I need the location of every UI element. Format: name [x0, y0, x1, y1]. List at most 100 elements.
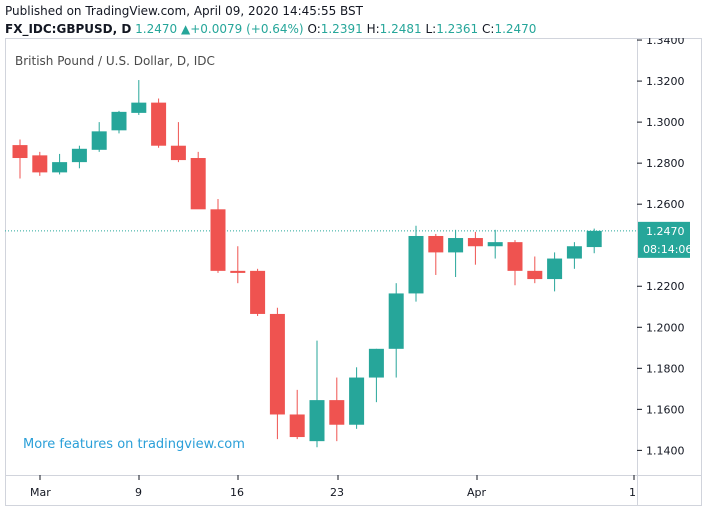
- x-tick-mar: Mar: [30, 475, 51, 499]
- series-legend: British Pound / U.S. Dollar, D, IDC: [15, 54, 215, 68]
- y-tick-0: 1.3400: [637, 38, 685, 47]
- y-tick-2: 1.3000: [637, 116, 685, 129]
- y-tick-label: 1.2600: [646, 198, 685, 211]
- candle: [408, 225, 424, 302]
- y-tick-label: 1.1800: [646, 362, 685, 375]
- candle: [428, 233, 444, 275]
- candle: [547, 252, 563, 292]
- candle: [269, 307, 285, 440]
- high-value: 1.2481: [379, 22, 422, 36]
- price-change: +0.0079 (+0.64%): [190, 22, 304, 36]
- candle: [309, 340, 325, 448]
- candle-body: [170, 145, 186, 161]
- price-axis[interactable]: 1.3400 1.3200 1.3000 1.2800 1.2600 1.220…: [637, 38, 685, 457]
- candlestick-chart[interactable]: British Pound / U.S. Dollar, D, IDC More…: [0, 38, 708, 513]
- candle-body: [428, 235, 444, 253]
- last-price: 1.2470: [135, 22, 178, 36]
- candle-body: [329, 400, 345, 425]
- candle-body: [507, 242, 523, 271]
- candle-body: [131, 102, 147, 113]
- y-tick-label: 1.2800: [646, 157, 685, 170]
- current-price-tag: 1.2470 08:14:06: [638, 221, 692, 258]
- y-tick-label: 1.1600: [646, 403, 685, 416]
- up-arrow-icon: ▲: [180, 22, 191, 36]
- x-tick-label: Apr: [467, 486, 487, 499]
- candle: [32, 151, 48, 176]
- candle: [527, 256, 543, 284]
- candle: [111, 110, 127, 134]
- candle: [250, 268, 266, 316]
- candle-body: [309, 400, 325, 442]
- candle: [52, 153, 68, 175]
- y-tick-label: 1.3200: [646, 75, 685, 88]
- y-tick-4: 1.2600: [637, 198, 685, 211]
- candle-body: [467, 238, 483, 247]
- candle-body: [250, 270, 266, 314]
- candle: [388, 283, 404, 378]
- promo-link[interactable]: More features on tradingview.com: [23, 437, 245, 452]
- candle-body: [289, 414, 305, 438]
- candle-body: [52, 162, 68, 173]
- candle-body: [487, 242, 503, 247]
- candle: [230, 246, 246, 284]
- price-tag-value: 1.2470: [646, 225, 685, 238]
- x-tick-label: Mar: [30, 486, 51, 499]
- x-tick-1: 1: [629, 475, 636, 499]
- candle-body: [210, 209, 226, 271]
- time-axis[interactable]: Mar 9 16 23 Apr 1: [30, 475, 636, 499]
- candle-body: [566, 246, 582, 259]
- bar-countdown: 08:14:06: [643, 243, 692, 256]
- x-tick-apr: Apr: [467, 475, 487, 499]
- candle: [368, 348, 384, 403]
- open-label: O:: [307, 22, 321, 36]
- x-tick-16: 16: [230, 475, 244, 499]
- candle-body: [111, 111, 127, 131]
- y-tick-label: 1.2200: [646, 280, 685, 293]
- candle: [487, 229, 503, 259]
- candle: [131, 80, 147, 115]
- x-tick-label: 9: [135, 486, 142, 499]
- y-tick-label: 1.1400: [646, 444, 685, 457]
- symbol-bar: FX_IDC:GBPUSD, D 1.2470 ▲+0.0079 (+0.64%…: [5, 22, 536, 36]
- x-tick-label: 16: [230, 486, 244, 499]
- candle: [210, 199, 226, 273]
- open-value: 1.2391: [320, 22, 363, 36]
- candle-body: [269, 313, 285, 415]
- x-tick-23: 23: [330, 475, 344, 499]
- y-tick-label: 1.2000: [646, 321, 685, 334]
- candle: [289, 389, 305, 440]
- candle-body: [190, 158, 206, 210]
- candle-body: [71, 148, 87, 163]
- candle: [190, 151, 206, 210]
- y-tick-9: 1.1400: [637, 444, 685, 457]
- candle: [349, 367, 365, 429]
- y-tick-6: 1.2000: [637, 321, 685, 334]
- candle-body: [91, 131, 107, 150]
- candle: [467, 231, 483, 265]
- y-tick-5: 1.2200: [637, 280, 685, 293]
- candle: [151, 98, 167, 148]
- price-tag-box: [638, 221, 690, 258]
- y-tick-1: 1.3200: [637, 75, 685, 88]
- y-tick-label: 1.3000: [646, 116, 685, 129]
- candle-body: [349, 377, 365, 425]
- x-tick-label: 1: [629, 486, 636, 499]
- close-label: C:: [482, 22, 495, 36]
- symbol-name: FX_IDC:GBPUSD, D: [5, 22, 132, 36]
- y-tick-8: 1.1600: [637, 403, 685, 416]
- candle: [566, 242, 582, 269]
- candle-body: [586, 230, 602, 248]
- candle: [170, 122, 186, 163]
- x-tick-9: 9: [135, 475, 142, 499]
- y-tick-7: 1.1800: [637, 362, 685, 375]
- candle-body: [32, 155, 48, 173]
- low-value: 1.2361: [436, 22, 479, 36]
- candle: [448, 229, 464, 278]
- candle: [586, 228, 602, 254]
- candle-body: [547, 258, 563, 280]
- high-label: H:: [366, 22, 380, 36]
- candle: [71, 145, 87, 169]
- candle-body: [368, 348, 384, 378]
- close-value: 1.2470: [494, 22, 537, 36]
- candle-body: [448, 238, 464, 253]
